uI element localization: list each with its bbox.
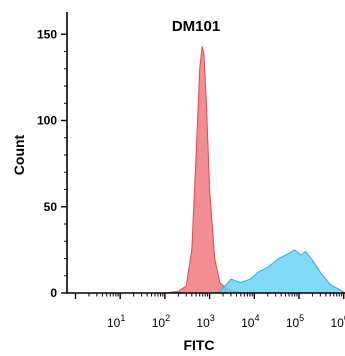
y-tick-label: 50: [44, 200, 58, 214]
x-tick-label: 104: [241, 313, 259, 330]
x-tick-label: 103: [196, 313, 214, 330]
x-ticks: 101102103104105106107: [74, 293, 345, 330]
x-tick-label: 106: [331, 313, 345, 330]
chart-title: DM101: [172, 18, 220, 35]
x-tick-label: 105: [286, 313, 304, 330]
y-tick-label: 150: [37, 27, 57, 41]
series-layer: [83, 46, 345, 294]
x-tick-label: 102: [152, 313, 170, 330]
x-tick-label: 101: [107, 313, 125, 330]
y-tick-label: 0: [50, 286, 57, 300]
histogram-series-2: [83, 249, 345, 294]
x-axis-label: FITC: [183, 337, 214, 353]
y-axis-label: Count: [11, 134, 27, 175]
y-ticks: 0 50 100 150: [37, 27, 67, 300]
histogram-series-1: [83, 46, 299, 294]
y-tick-label: 100: [37, 114, 57, 128]
